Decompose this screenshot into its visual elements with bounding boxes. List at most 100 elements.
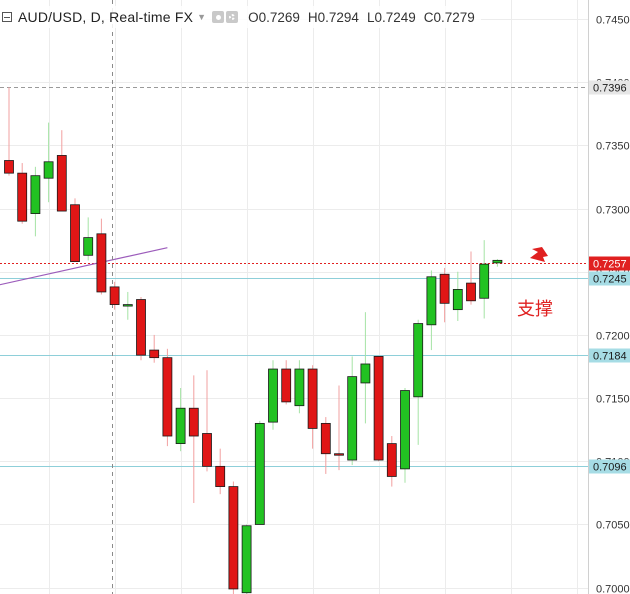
candle-body	[70, 204, 80, 263]
price-label: 0.7184	[593, 351, 627, 363]
candle-down	[386, 436, 397, 487]
price-label-box	[589, 256, 630, 271]
candle-up	[254, 420, 265, 525]
candle-up	[452, 271, 463, 322]
candle-body	[17, 172, 28, 222]
candle-down	[320, 417, 331, 474]
trend-line	[0, 247, 168, 286]
y-tick-label: 0.7050	[596, 520, 630, 532]
candle-body	[334, 453, 344, 456]
y-tick-label: 0.7350	[596, 141, 630, 153]
candle-down	[334, 385, 344, 471]
candle-body	[360, 363, 371, 384]
candle-up	[492, 259, 503, 267]
candle-up	[268, 360, 278, 430]
candle-up	[241, 524, 252, 594]
y-tick-label: 0.7150	[596, 394, 630, 406]
candle-body	[400, 390, 410, 470]
candle-body	[307, 368, 318, 429]
price-labels: 0.7396 0.7257 0.7245 0.7184 0.7096	[589, 80, 630, 474]
price-label-box	[589, 348, 630, 363]
candle-down	[96, 218, 107, 295]
settings-icon[interactable]	[226, 11, 239, 23]
candle-down	[136, 297, 146, 361]
candle-body	[373, 355, 384, 461]
horizontal-lines	[0, 87, 588, 467]
price-label: 0.7245	[593, 274, 627, 286]
grid-lines	[0, 0, 588, 594]
candle-body	[43, 161, 54, 179]
price-label-box	[589, 459, 630, 474]
candle-down	[70, 198, 80, 263]
candle-body	[149, 349, 160, 359]
collapse-icon[interactable]	[2, 12, 12, 22]
candle-body	[228, 486, 239, 590]
candle-down	[439, 267, 450, 323]
up-arrow-icon	[530, 247, 548, 262]
y-tick-label: 0.7000	[596, 584, 630, 594]
support-annotation: 支撑	[517, 299, 553, 320]
close-value: C0.7279	[423, 9, 475, 25]
symbol-header: AUD/USD, D, Real-time FX ▼ O0.7269 H0.72…	[0, 6, 481, 28]
candle-body	[136, 299, 146, 356]
candle-body	[122, 304, 133, 307]
candle-up	[30, 166, 41, 237]
candle-down	[373, 355, 384, 462]
annotations: 支撑	[517, 247, 553, 320]
candle-up	[83, 217, 94, 261]
candle-down	[109, 281, 120, 310]
symbol-title[interactable]: AUD/USD, D, Real-time FX	[18, 9, 194, 25]
price-label: 0.7096	[593, 462, 627, 474]
ohlc-values: O0.7269 H0.7294 L0.7249 C0.7279	[248, 10, 475, 25]
candle-down	[56, 130, 67, 212]
candle-body	[386, 443, 397, 477]
candle-body	[4, 160, 14, 174]
candle-down	[17, 163, 28, 224]
candle-down	[215, 448, 226, 495]
candle-body	[426, 276, 437, 326]
candle-body	[479, 263, 490, 299]
candle-down	[162, 348, 173, 447]
candle-body	[109, 286, 120, 305]
candle-body	[439, 273, 450, 304]
low-value: L0.7249	[366, 9, 416, 25]
candle-body	[30, 175, 41, 214]
price-label: 0.7396	[593, 83, 627, 95]
candle-up	[347, 356, 358, 466]
candle-body	[347, 376, 358, 461]
open-value: O0.7269	[248, 9, 300, 25]
candle-body	[96, 233, 107, 293]
candle-down	[188, 375, 199, 504]
candle-body	[202, 433, 212, 467]
high-value: H0.7294	[307, 9, 359, 25]
candle-down	[307, 365, 318, 449]
candle-down	[149, 334, 160, 363]
y-tick-label: 0.7200	[596, 331, 630, 343]
price-label-box	[589, 271, 630, 286]
candles	[4, 87, 503, 594]
candle-up	[400, 387, 410, 483]
candle-body	[254, 422, 265, 525]
candle-body	[466, 282, 476, 302]
candle-down	[4, 87, 14, 176]
visibility-icon[interactable]	[212, 11, 225, 23]
candle-body	[188, 407, 199, 437]
y-tick-label: 0.7450	[596, 15, 630, 27]
trend-line-segment	[0, 247, 168, 286]
y-tick-label: 0.7300	[596, 205, 630, 217]
candle-down	[466, 251, 476, 305]
candle-body	[241, 525, 252, 594]
candle-up	[413, 319, 424, 445]
candle-down	[228, 481, 239, 594]
candle-body	[452, 289, 463, 311]
candle-down	[202, 370, 212, 472]
dropdown-caret-icon[interactable]: ▼	[197, 12, 207, 22]
candle-body	[294, 368, 305, 407]
candle-body	[281, 368, 292, 403]
candle-up	[122, 291, 133, 320]
price-label: 0.7257	[593, 259, 627, 271]
candle-up	[43, 122, 54, 203]
candle-up	[360, 312, 371, 424]
candle-body	[83, 237, 94, 256]
